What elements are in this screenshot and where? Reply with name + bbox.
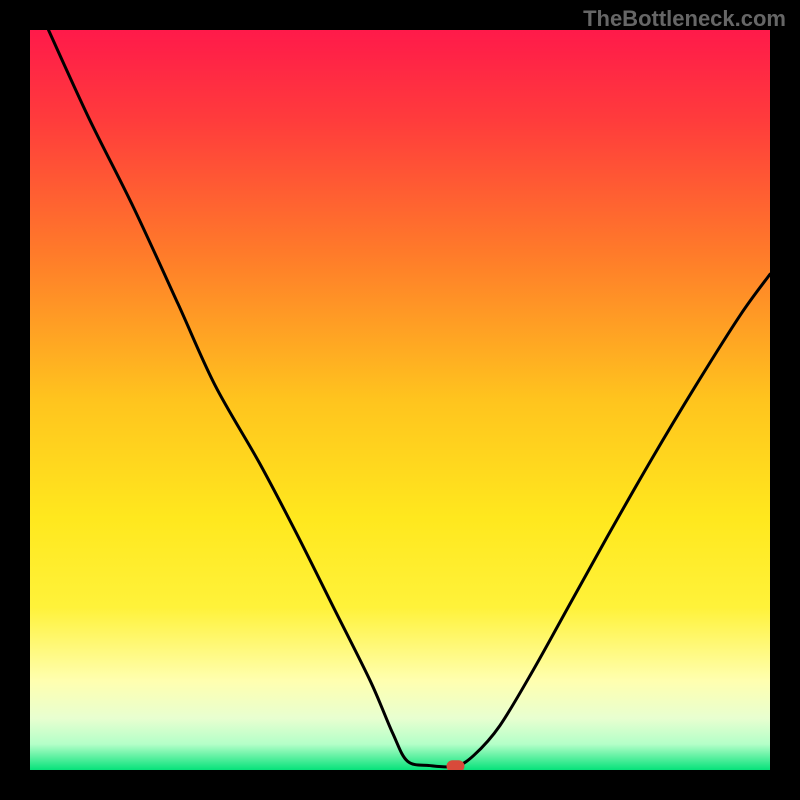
watermark-text: TheBottleneck.com [583, 6, 786, 32]
gradient-background [30, 30, 770, 770]
chart-canvas: TheBottleneck.com [0, 0, 800, 800]
plot-area [30, 30, 770, 770]
optimum-marker [447, 760, 465, 770]
plot-svg [30, 30, 770, 770]
